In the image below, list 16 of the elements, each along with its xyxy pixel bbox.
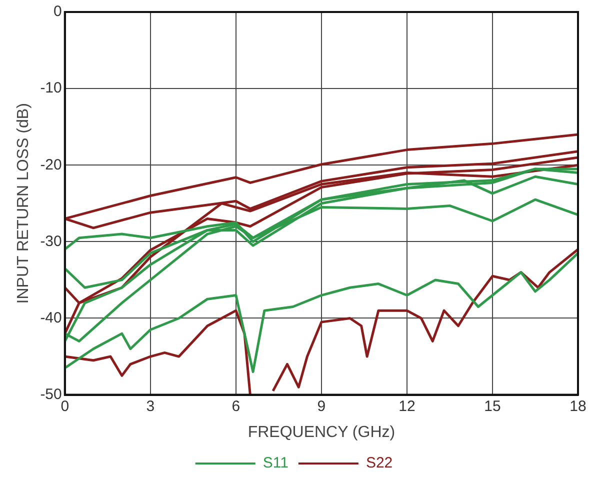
y-tick-label: -50 bbox=[40, 386, 62, 403]
x-tick-label: 6 bbox=[232, 398, 240, 415]
y-tick-label: -30 bbox=[40, 232, 62, 250]
x-tick-label: 3 bbox=[146, 398, 155, 415]
y-tick-label: -10 bbox=[40, 80, 62, 97]
x-tick-label: 9 bbox=[317, 398, 326, 415]
x-axis-title: FREQUENCY (GHz) bbox=[248, 424, 396, 441]
x-tick-label: 18 bbox=[570, 398, 586, 415]
legend-label: S22 bbox=[366, 454, 393, 472]
x-tick-label: 12 bbox=[398, 398, 416, 415]
y-axis-title: INPUT RETURN LOSS (dB) bbox=[15, 103, 32, 304]
legend-label: S11 bbox=[262, 454, 288, 472]
y-tick-label: -20 bbox=[40, 156, 62, 174]
y-tick-label: -40 bbox=[40, 309, 62, 326]
y-tick-label: 0 bbox=[54, 3, 62, 20]
x-tick-label: 15 bbox=[484, 398, 501, 415]
